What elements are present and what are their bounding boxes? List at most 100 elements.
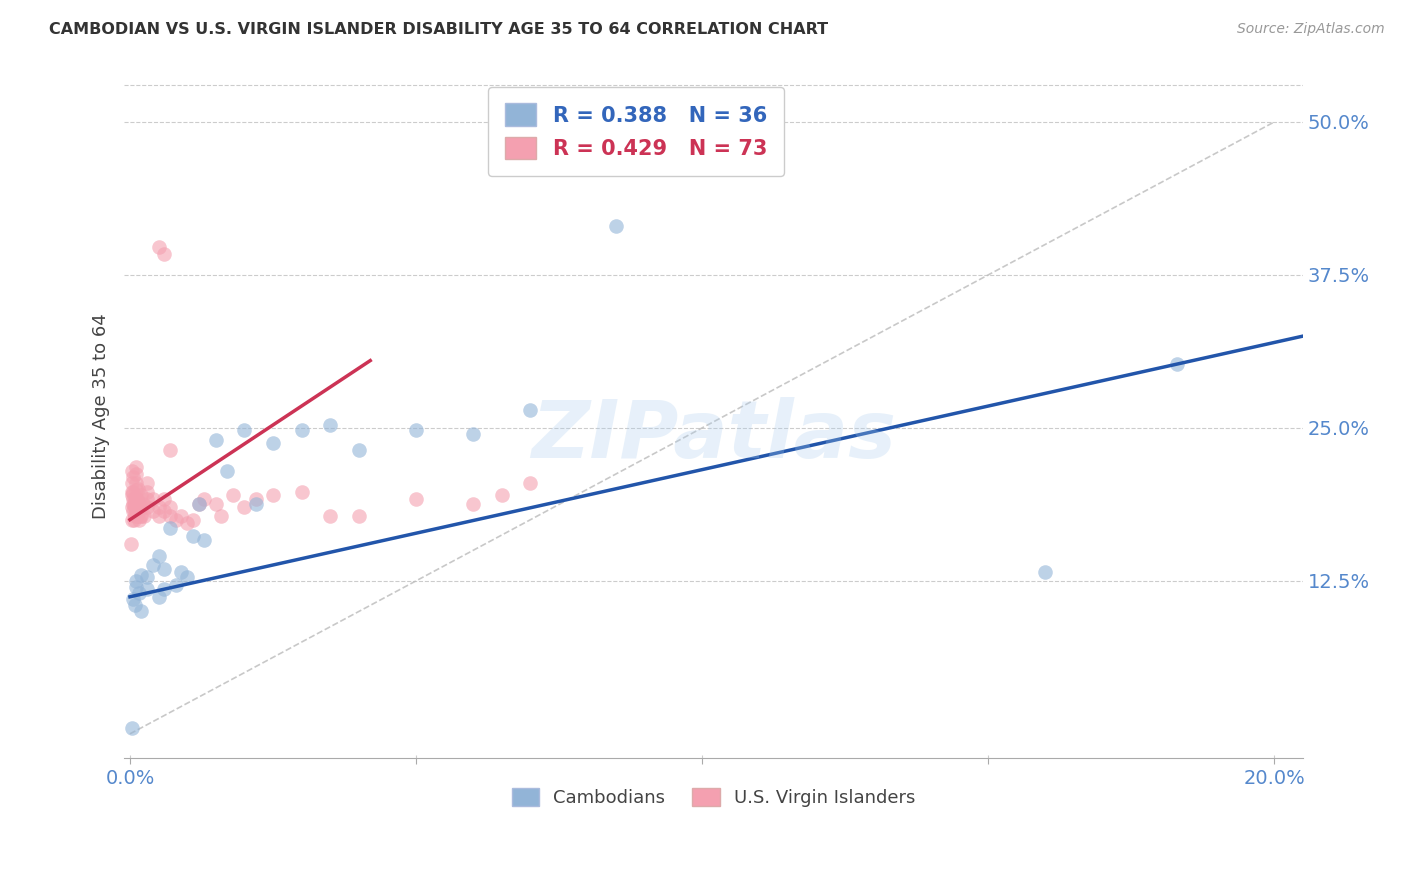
Point	[463, 427, 485, 442]
Point	[148, 508, 170, 523]
Point	[131, 508, 153, 523]
Point	[262, 488, 284, 502]
Point	[124, 483, 146, 498]
Point	[124, 475, 146, 490]
Point	[319, 418, 342, 433]
Point	[136, 475, 159, 490]
Point	[153, 504, 176, 518]
Point	[211, 508, 233, 523]
Point	[148, 240, 170, 254]
Point	[121, 500, 143, 515]
Y-axis label: Disability Age 35 to 64: Disability Age 35 to 64	[93, 313, 110, 518]
Point	[124, 507, 146, 521]
Point	[181, 513, 204, 527]
Point	[170, 566, 193, 580]
Point	[463, 497, 485, 511]
Point	[319, 508, 342, 523]
Point	[159, 442, 181, 457]
Point	[222, 488, 245, 502]
Point	[124, 491, 146, 506]
Point	[124, 491, 146, 506]
Point	[136, 484, 159, 499]
Point	[128, 508, 150, 523]
Point	[121, 488, 143, 502]
Point	[124, 497, 146, 511]
Point	[605, 219, 627, 233]
Point	[165, 513, 187, 527]
Point	[124, 500, 146, 515]
Point	[142, 558, 165, 572]
Point	[121, 592, 143, 607]
Point	[122, 491, 145, 506]
Point	[124, 599, 146, 613]
Point	[121, 513, 143, 527]
Point	[121, 484, 143, 499]
Point	[291, 484, 314, 499]
Point	[134, 508, 156, 523]
Point	[1166, 357, 1188, 371]
Point	[405, 423, 427, 437]
Point	[153, 247, 176, 261]
Point	[148, 549, 170, 564]
Point	[131, 605, 153, 619]
Point	[136, 570, 159, 584]
Legend: Cambodians, U.S. Virgin Islanders: Cambodians, U.S. Virgin Islanders	[505, 780, 922, 814]
Text: ZIPatlas: ZIPatlas	[531, 397, 896, 475]
Point	[125, 500, 148, 515]
Point	[176, 570, 198, 584]
Point	[124, 467, 146, 482]
Point	[128, 586, 150, 600]
Point	[291, 423, 314, 437]
Point	[121, 464, 143, 478]
Point	[148, 590, 170, 604]
Point	[124, 574, 146, 588]
Point	[233, 500, 256, 515]
Point	[245, 491, 267, 506]
Text: CAMBODIAN VS U.S. VIRGIN ISLANDER DISABILITY AGE 35 TO 64 CORRELATION CHART: CAMBODIAN VS U.S. VIRGIN ISLANDER DISABI…	[49, 22, 828, 37]
Point	[245, 497, 267, 511]
Point	[491, 488, 513, 502]
Point	[176, 516, 198, 531]
Point	[170, 508, 193, 523]
Text: Source: ZipAtlas.com: Source: ZipAtlas.com	[1237, 22, 1385, 37]
Point	[124, 500, 146, 515]
Point	[193, 533, 215, 548]
Point	[262, 435, 284, 450]
Point	[136, 491, 159, 506]
Point	[129, 497, 152, 511]
Point	[204, 433, 226, 447]
Point	[148, 500, 170, 515]
Point	[131, 500, 153, 515]
Point	[136, 500, 159, 515]
Point	[519, 475, 541, 490]
Point	[127, 491, 149, 506]
Point	[1035, 566, 1057, 580]
Point	[121, 484, 143, 499]
Point	[131, 567, 153, 582]
Point	[153, 561, 176, 575]
Point	[128, 497, 150, 511]
Point	[131, 488, 153, 502]
Point	[122, 500, 145, 514]
Point	[122, 504, 145, 518]
Point	[121, 721, 143, 735]
Point	[124, 508, 146, 523]
Point	[124, 460, 146, 475]
Point	[187, 497, 209, 511]
Point	[165, 577, 187, 591]
Point	[131, 497, 153, 511]
Point	[142, 504, 165, 518]
Point	[128, 513, 150, 527]
Point	[153, 491, 176, 506]
Point	[159, 508, 181, 523]
Point	[124, 580, 146, 594]
Point	[204, 497, 226, 511]
Point	[121, 470, 143, 484]
Point	[233, 423, 256, 437]
Point	[125, 508, 148, 523]
Point	[127, 482, 149, 496]
Point	[159, 500, 181, 515]
Point	[193, 491, 215, 506]
Point	[519, 402, 541, 417]
Point	[159, 521, 181, 535]
